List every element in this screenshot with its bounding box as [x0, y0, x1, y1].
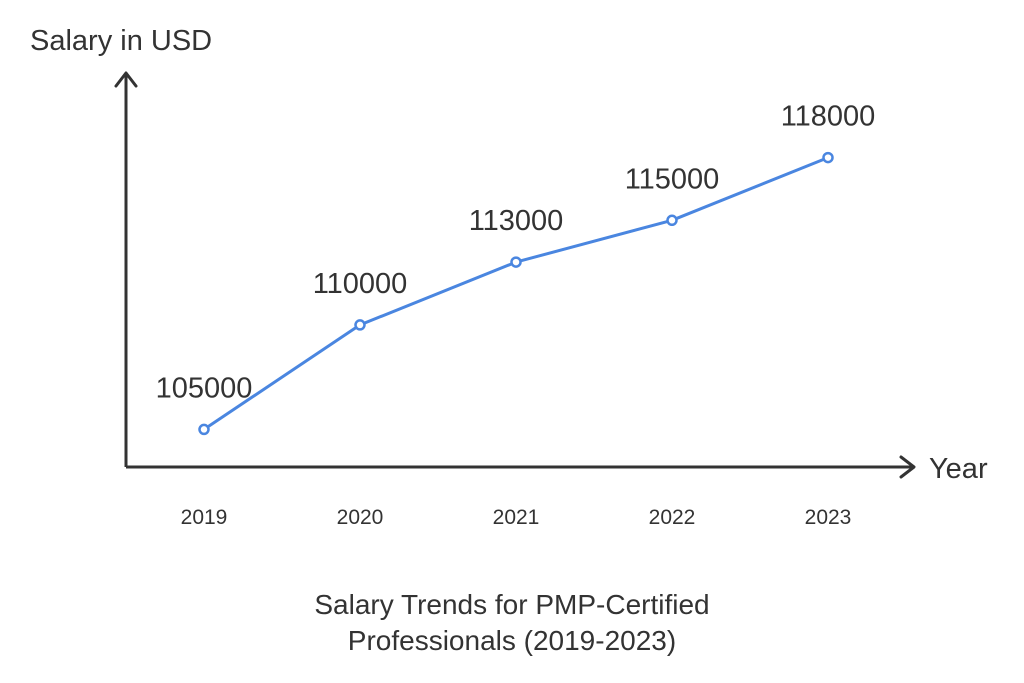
data-label-2021: 113000 [469, 205, 564, 237]
data-point-2019 [198, 423, 210, 436]
data-label-2022: 115000 [625, 163, 720, 195]
x-axis-title: Year [929, 453, 988, 485]
chart-title-line-2: Professionals (2019-2023) [348, 625, 676, 656]
y-axis-arrowhead [114, 71, 138, 88]
x-tick-label-2022: 2022 [649, 506, 696, 529]
x-tick-label-2019: 2019 [181, 506, 228, 529]
x-tick-label-2020: 2020 [337, 506, 384, 529]
data-point-2022 [666, 214, 678, 227]
data-point-2020 [354, 319, 366, 331]
data-label-2020: 110000 [313, 268, 408, 300]
data-label-2023: 118000 [781, 101, 876, 133]
series-line [203, 156, 829, 431]
data-point-2023 [822, 151, 834, 164]
data-point-2021 [510, 256, 522, 268]
y-axis-title: Salary in USD [30, 25, 212, 57]
data-label-2019: 105000 [156, 372, 253, 404]
x-tick-label-2021: 2021 [493, 506, 540, 529]
x-axis-arrowhead [899, 455, 916, 479]
axes [114, 71, 916, 479]
chart-title-line-1: Salary Trends for PMP-Certified [314, 589, 709, 620]
x-tick-label-2023: 2023 [805, 506, 852, 529]
series-group: 105000 110000 113000 115000 118000 [156, 101, 876, 436]
x-tick-labels: 2019 2020 2021 2022 2023 [181, 506, 852, 529]
